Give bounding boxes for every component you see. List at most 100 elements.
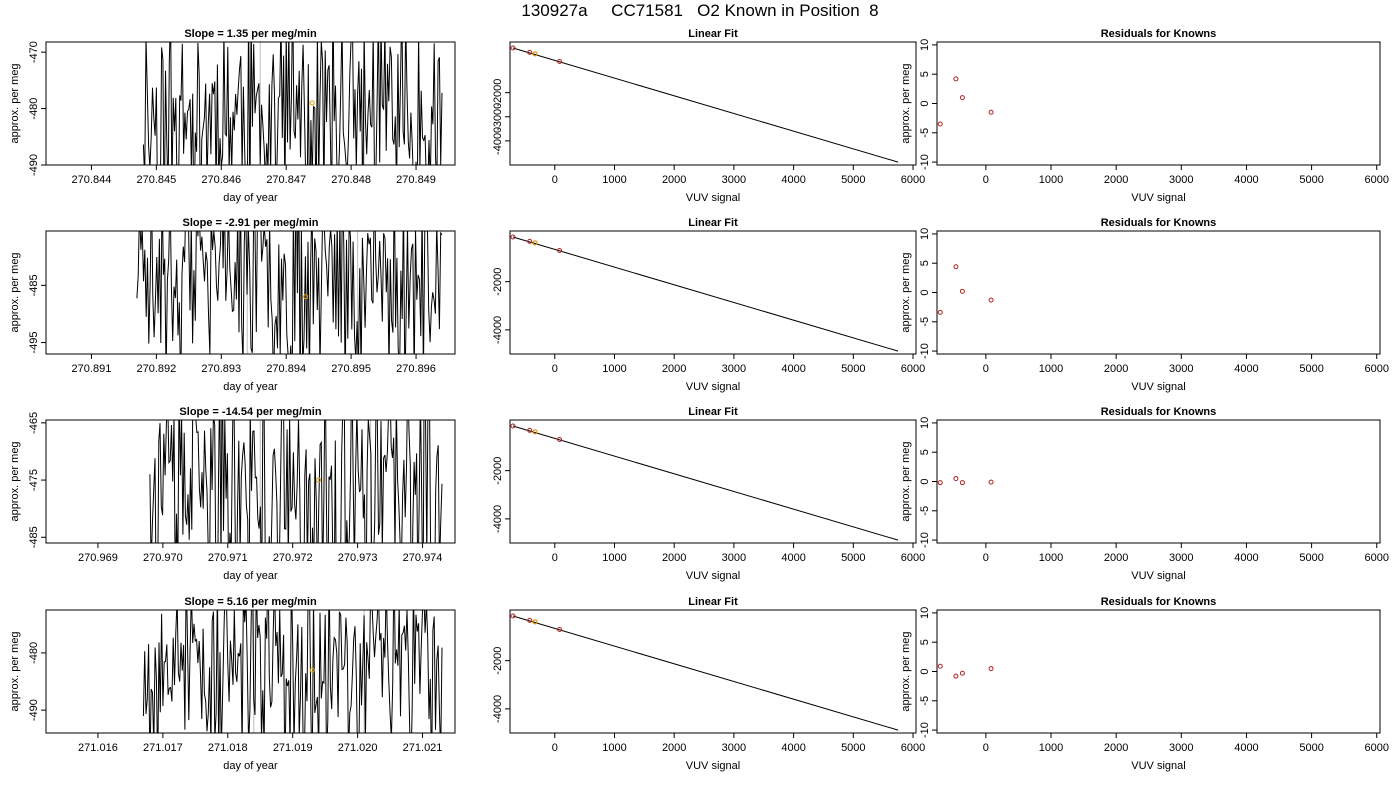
x-tick-label: 270.847 bbox=[266, 174, 306, 186]
data-point bbox=[953, 264, 959, 270]
x-tick-label: 0 bbox=[983, 742, 989, 754]
x-axis-label: day of year bbox=[223, 381, 278, 393]
panel-title: Linear Fit bbox=[688, 28, 738, 40]
plot-frame bbox=[45, 609, 456, 734]
y-tick-label: -10 bbox=[919, 154, 931, 170]
y-axis-label: approx. per meg bbox=[9, 631, 21, 711]
panel-r2c3: Residuals for Knowns 0 1000 2000 3000 4000 500… bbox=[900, 217, 1389, 393]
plot-frame bbox=[936, 609, 1381, 734]
y-tick-label: -5 bbox=[919, 506, 931, 516]
data-point bbox=[527, 238, 533, 244]
panel-r2c1: Slope = -2.91 per meg/min 270.891 270.892 2… bbox=[9, 217, 456, 393]
panel-r3c3: Residuals for Knowns 0 1000 2000 3000 4000 500… bbox=[900, 406, 1389, 582]
y-tick-label: -4000 bbox=[492, 505, 504, 533]
y-tick-label: -475 bbox=[28, 469, 40, 491]
x-tick-label: 270.970 bbox=[143, 552, 183, 564]
x-axis-label: VUV signal bbox=[1131, 570, 1185, 582]
data-point bbox=[953, 76, 959, 82]
y-tick-label: -470 bbox=[28, 41, 40, 63]
data-point bbox=[988, 297, 994, 303]
y-tick-label: 10 bbox=[919, 417, 931, 429]
x-axis-label: VUV signal bbox=[1131, 381, 1185, 393]
y-axis-label: approx. per meg bbox=[900, 252, 912, 332]
x-tick-label: 270.846 bbox=[201, 174, 241, 186]
y-tick-label: -5 bbox=[919, 128, 931, 138]
x-tick-label: 271.021 bbox=[403, 742, 443, 754]
x-tick-label: 270.974 bbox=[403, 552, 443, 564]
y-tick-label: -490 bbox=[28, 154, 40, 176]
plot-frame bbox=[509, 419, 917, 544]
x-tick-label: 1000 bbox=[602, 742, 626, 754]
y-tick-label: -485 bbox=[28, 274, 40, 296]
x-tick-label: 2000 bbox=[662, 174, 686, 186]
data-point bbox=[937, 480, 943, 486]
data-point bbox=[959, 480, 965, 486]
x-tick-label: 1000 bbox=[1039, 174, 1063, 186]
plot-area bbox=[510, 423, 899, 541]
panel-title: Residuals for Knowns bbox=[1101, 28, 1217, 40]
highlight-point bbox=[309, 100, 315, 106]
data-point bbox=[953, 476, 959, 482]
plot-frame bbox=[509, 230, 917, 355]
plot-frame bbox=[936, 41, 1381, 166]
y-axis-label: approx. per meg bbox=[9, 441, 21, 521]
y-tick-label: -485 bbox=[28, 526, 40, 548]
panel-r4c2: Linear Fit 0 1000 2000 3000 4000 5000 6000 -2000… bbox=[492, 596, 925, 772]
data-point bbox=[527, 49, 533, 55]
data-point bbox=[510, 613, 516, 619]
x-tick-label: 6000 bbox=[1365, 552, 1389, 564]
data-point bbox=[557, 248, 563, 254]
x-tick-label: 4000 bbox=[1234, 552, 1258, 564]
plot-frame bbox=[509, 41, 917, 166]
x-tick-label: 2000 bbox=[1104, 363, 1128, 375]
x-tick-label: 0 bbox=[552, 363, 558, 375]
x-tick-label: 271.018 bbox=[208, 742, 248, 754]
x-axis-label: day of year bbox=[223, 760, 278, 772]
data-point bbox=[959, 95, 965, 101]
y-tick-label: 10 bbox=[919, 607, 931, 619]
x-tick-label: 270.973 bbox=[338, 552, 378, 564]
plot-area bbox=[937, 264, 994, 315]
y-tick-label: -2000 bbox=[492, 79, 504, 107]
plot-frame bbox=[936, 419, 1381, 544]
x-tick-label: 1000 bbox=[1039, 552, 1063, 564]
y-tick-label: 5 bbox=[919, 639, 931, 645]
data-point bbox=[937, 309, 943, 315]
x-tick-label: 5000 bbox=[1299, 742, 1323, 754]
data-point bbox=[557, 437, 563, 443]
x-axis-label: VUV signal bbox=[686, 760, 740, 772]
data-point bbox=[988, 666, 994, 672]
y-axis-label: approx. per meg bbox=[9, 63, 21, 143]
highlight-point bbox=[532, 429, 538, 435]
x-tick-label: 271.019 bbox=[273, 742, 313, 754]
data-trace bbox=[136, 231, 443, 354]
y-tick-label: -4000 bbox=[492, 695, 504, 723]
panel-r2c2: Linear Fit 0 1000 2000 3000 4000 5000 6000 -2000… bbox=[492, 217, 925, 393]
x-tick-label: 270.848 bbox=[331, 174, 371, 186]
highlight-point bbox=[316, 477, 322, 483]
y-tick-label: -2000 bbox=[492, 268, 504, 296]
y-tick-label: 0 bbox=[919, 289, 931, 295]
y-tick-label: -4000 bbox=[492, 127, 504, 155]
y-tick-label: -480 bbox=[28, 642, 40, 664]
x-tick-label: 3000 bbox=[1169, 742, 1193, 754]
x-tick-label: 0 bbox=[552, 742, 558, 754]
plot-area bbox=[937, 663, 994, 679]
y-tick-label: -5 bbox=[919, 696, 931, 706]
y-tick-label: -10 bbox=[919, 343, 931, 359]
plot-area bbox=[149, 420, 443, 543]
data-point bbox=[953, 673, 959, 679]
plot-area bbox=[142, 42, 443, 165]
y-tick-label: -465 bbox=[28, 412, 40, 434]
x-tick-label: 270.896 bbox=[396, 363, 436, 375]
x-tick-label: 0 bbox=[552, 552, 558, 564]
y-tick-label: 0 bbox=[919, 478, 931, 484]
x-axis-label: day of year bbox=[223, 192, 278, 204]
data-trace bbox=[142, 42, 443, 165]
y-axis-label: approx. per meg bbox=[900, 441, 912, 521]
y-tick-label: -10 bbox=[919, 722, 931, 738]
x-axis-label: VUV signal bbox=[1131, 760, 1185, 772]
x-tick-label: 2000 bbox=[1104, 174, 1128, 186]
x-tick-label: 4000 bbox=[1234, 363, 1258, 375]
x-tick-label: 6000 bbox=[901, 363, 925, 375]
